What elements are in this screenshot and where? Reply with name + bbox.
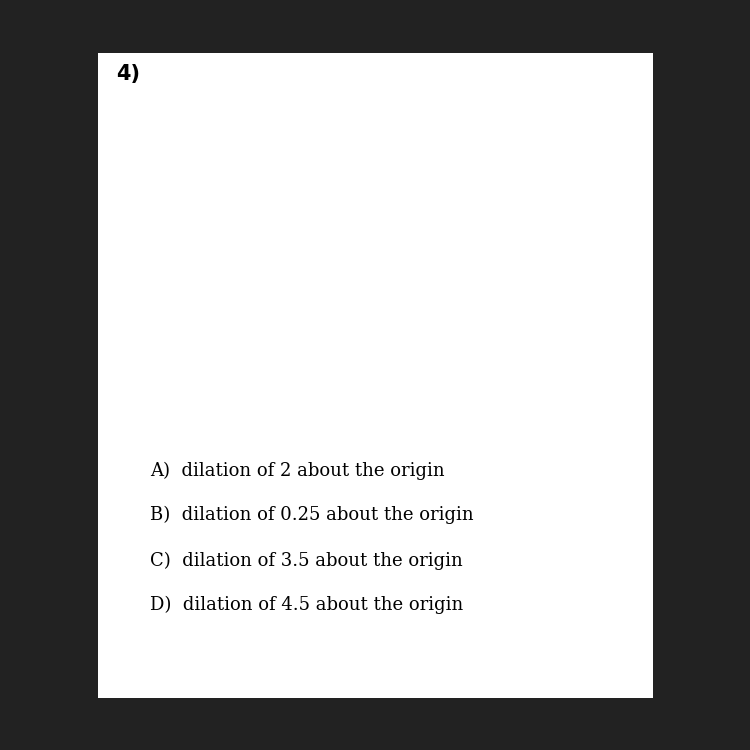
Text: D)  dilation of 4.5 about the origin: D) dilation of 4.5 about the origin (150, 596, 464, 614)
Text: 4): 4) (116, 64, 140, 84)
Text: E': E' (512, 330, 523, 343)
Text: D': D' (456, 143, 470, 156)
Text: C': C' (382, 330, 394, 343)
Text: C)  dilation of 3.5 about the origin: C) dilation of 3.5 about the origin (150, 551, 463, 569)
Text: E: E (456, 300, 464, 313)
Text: x: x (580, 280, 588, 295)
Text: B)  dilation of 0.25 about the origin: B) dilation of 0.25 about the origin (150, 506, 474, 524)
Text: y: y (404, 76, 412, 91)
Text: D: D (428, 199, 438, 212)
Text: A)  dilation of 2 about the origin: A) dilation of 2 about the origin (150, 461, 445, 479)
Text: C: C (385, 300, 393, 313)
